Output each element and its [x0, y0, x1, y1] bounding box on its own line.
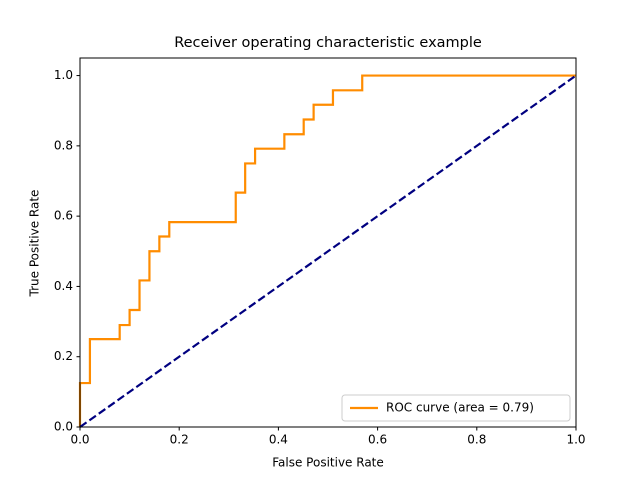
x-axis-label: False Positive Rate [272, 456, 384, 470]
x-tick-label: 0.2 [170, 433, 189, 447]
chart-title: Receiver operating characteristic exampl… [174, 35, 482, 51]
y-axis-label: True Positive Rate [28, 190, 42, 298]
x-tick-label: 0.4 [269, 433, 288, 447]
y-tick-label: 0.8 [54, 138, 73, 152]
y-tick-label: 0.2 [54, 349, 73, 363]
series-line [78, 74, 576, 427]
x-tick-label: 0.8 [467, 433, 486, 447]
series-line [79, 74, 577, 428]
y-tick-label: 0.4 [54, 279, 73, 293]
x-tick-label: 0.0 [70, 433, 89, 447]
x-tick-label: 1.0 [566, 433, 585, 447]
x-tick-label: 0.6 [368, 433, 387, 447]
axes-frame [79, 57, 577, 428]
y-tick-label: 1.0 [54, 68, 73, 82]
legend-box [341, 394, 571, 422]
y-tick-label: 0.0 [54, 420, 73, 434]
legend-label: ROC curve (area = 0.79) [386, 401, 534, 415]
y-tick-label: 0.6 [54, 209, 73, 223]
